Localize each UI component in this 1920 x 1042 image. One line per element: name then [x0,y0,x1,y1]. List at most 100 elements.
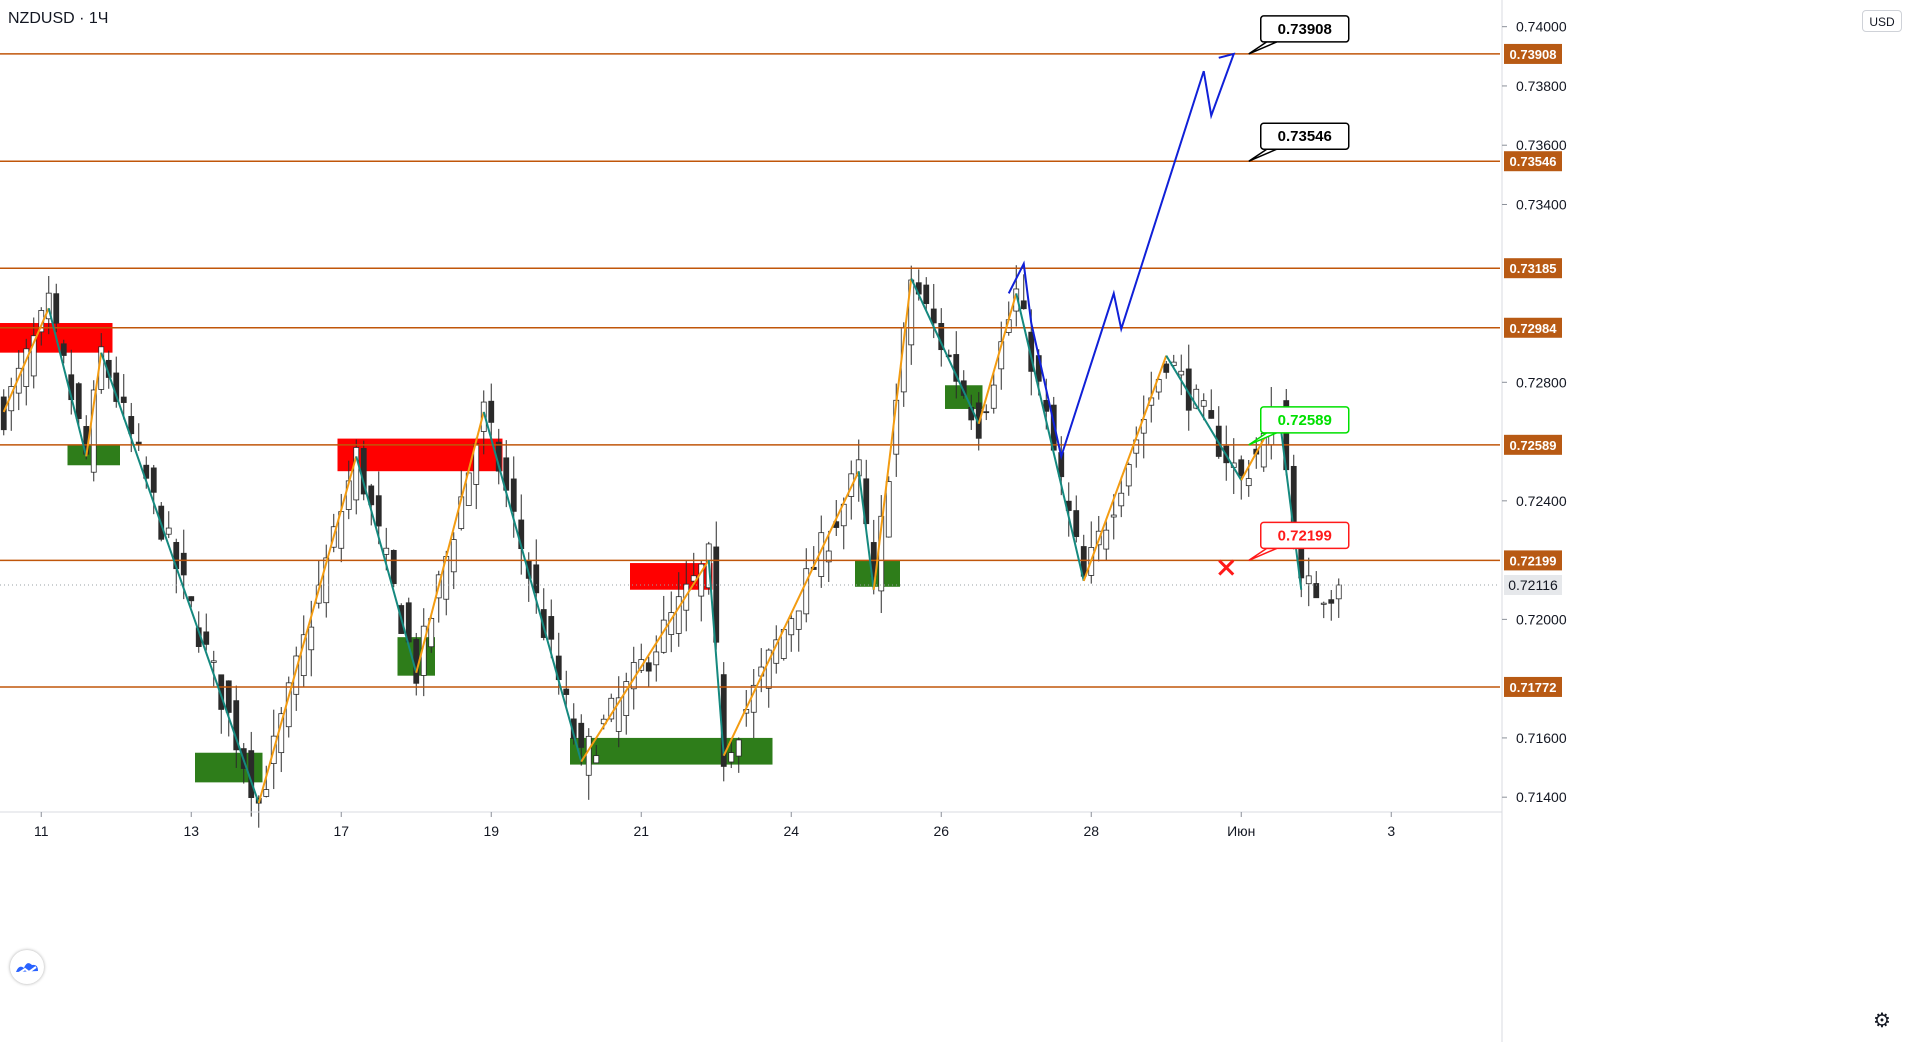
candle-body [713,546,720,643]
candle-body [90,389,97,473]
candle-body [1328,599,1335,604]
candle-body [825,550,832,563]
up-wave-segment [977,293,1018,425]
down-wave-segment [47,307,88,457]
candle-body [563,688,570,695]
candle-body [1208,410,1215,419]
candle-body [803,568,810,615]
candle-body [765,649,772,689]
candle-body [383,547,390,555]
candle-body [218,674,225,710]
candle-body [675,596,682,634]
candle-body [548,616,555,640]
candle-body [795,610,802,630]
demand-zone [570,737,773,765]
time-tick-label: 13 [183,823,199,839]
candle-body [728,752,735,763]
callout-box [1260,521,1350,550]
candle-body [30,335,37,377]
level-price-tag [1504,43,1562,64]
candle-body [390,549,397,585]
down-wave-segment [355,456,418,673]
current-price-label: 0.72116 [1508,577,1558,593]
up-wave-segment [85,352,103,457]
candle-body [1020,300,1027,310]
candle-body [615,697,622,732]
candle-body [593,755,600,764]
candle-body [1313,583,1320,599]
down-wave-segment [100,352,260,804]
currency-button[interactable]: USD [1862,10,1902,32]
down-wave-segment [1165,355,1243,481]
callout-label: 0.73546 [1278,128,1332,145]
callout-pointer [1248,148,1278,162]
up-wave-segment [2,307,50,413]
candle-body [990,384,997,409]
time-tick-label: 11 [34,823,49,839]
candle-body [60,343,67,356]
callout-pointer [1248,41,1278,55]
candle-body [1200,400,1207,407]
candle-body [645,662,652,672]
candle-body [533,564,540,594]
candle-body [788,618,795,636]
candle-body [1043,399,1050,412]
level-price-label: 0.72984 [1510,321,1558,336]
candle-body [203,631,210,645]
callout-label: 0.72589 [1278,412,1332,429]
callout-box [1260,15,1350,43]
up-wave-segment [1082,355,1168,582]
candle-body [923,284,930,305]
candle-body [1320,602,1327,605]
level-price-label: 0.72589 [1510,438,1557,453]
level-price-label: 0.73546 [1510,154,1557,169]
time-tick-label: 24 [783,823,799,839]
level-price-tag [1504,676,1562,697]
candle-body [180,552,187,576]
up-wave-segment [257,456,358,804]
candle-body [1178,370,1185,376]
down-wave-segment [910,278,980,425]
down-wave-segment [707,560,725,756]
candle-body [45,292,52,320]
time-tick-label: 28 [1083,823,1099,839]
candle-body [308,626,315,651]
down-wave-segment [482,411,583,762]
candle-body [165,527,172,535]
down-wave-segment [1015,293,1085,582]
symbol-legend[interactable]: NZDUSD · 1Ч [8,10,108,28]
price-axis[interactable]: 0.74000 0.73800 0.73600 0.73400 0.72800 0.724… [1501,0,1567,1042]
candle-body [150,467,157,493]
down-wave-segment [1277,411,1303,590]
candle-body [0,396,7,431]
candle-body [1103,529,1110,550]
price-tick-label: 0.71400 [1516,789,1567,805]
candle-body [135,441,142,445]
candle-body [75,383,82,419]
up-wave-segment [722,470,860,757]
callout-label: 0.73908 [1278,21,1332,38]
level-price-tag [1504,258,1562,279]
callout-box [1260,122,1350,150]
candle-body [660,619,667,653]
level-price-tag [1504,317,1562,338]
time-axis[interactable]: 11 13 17 19 21 24 26 28 Июн 3 [0,811,1502,839]
candle-body [885,481,892,538]
candle-body [210,660,217,663]
level-price-tag [1504,434,1562,455]
price-tick-label: 0.72000 [1516,611,1567,627]
legend-dot: · [79,10,85,27]
level-price-label: 0.73185 [1510,261,1557,276]
price-tick-label: 0.72800 [1516,374,1567,390]
candle-body [225,680,232,713]
up-wave-segment [415,411,485,673]
price-tick-label: 0.73800 [1516,78,1567,94]
tradingview-logo-icon[interactable] [10,950,44,984]
candle-body [1118,492,1125,507]
candle-body [698,563,705,597]
gear-icon[interactable]: ⚙ [1873,1010,1891,1032]
candle-body [1125,464,1132,487]
candle-body [53,293,60,324]
symbol-name: NZDUSD [8,10,75,27]
